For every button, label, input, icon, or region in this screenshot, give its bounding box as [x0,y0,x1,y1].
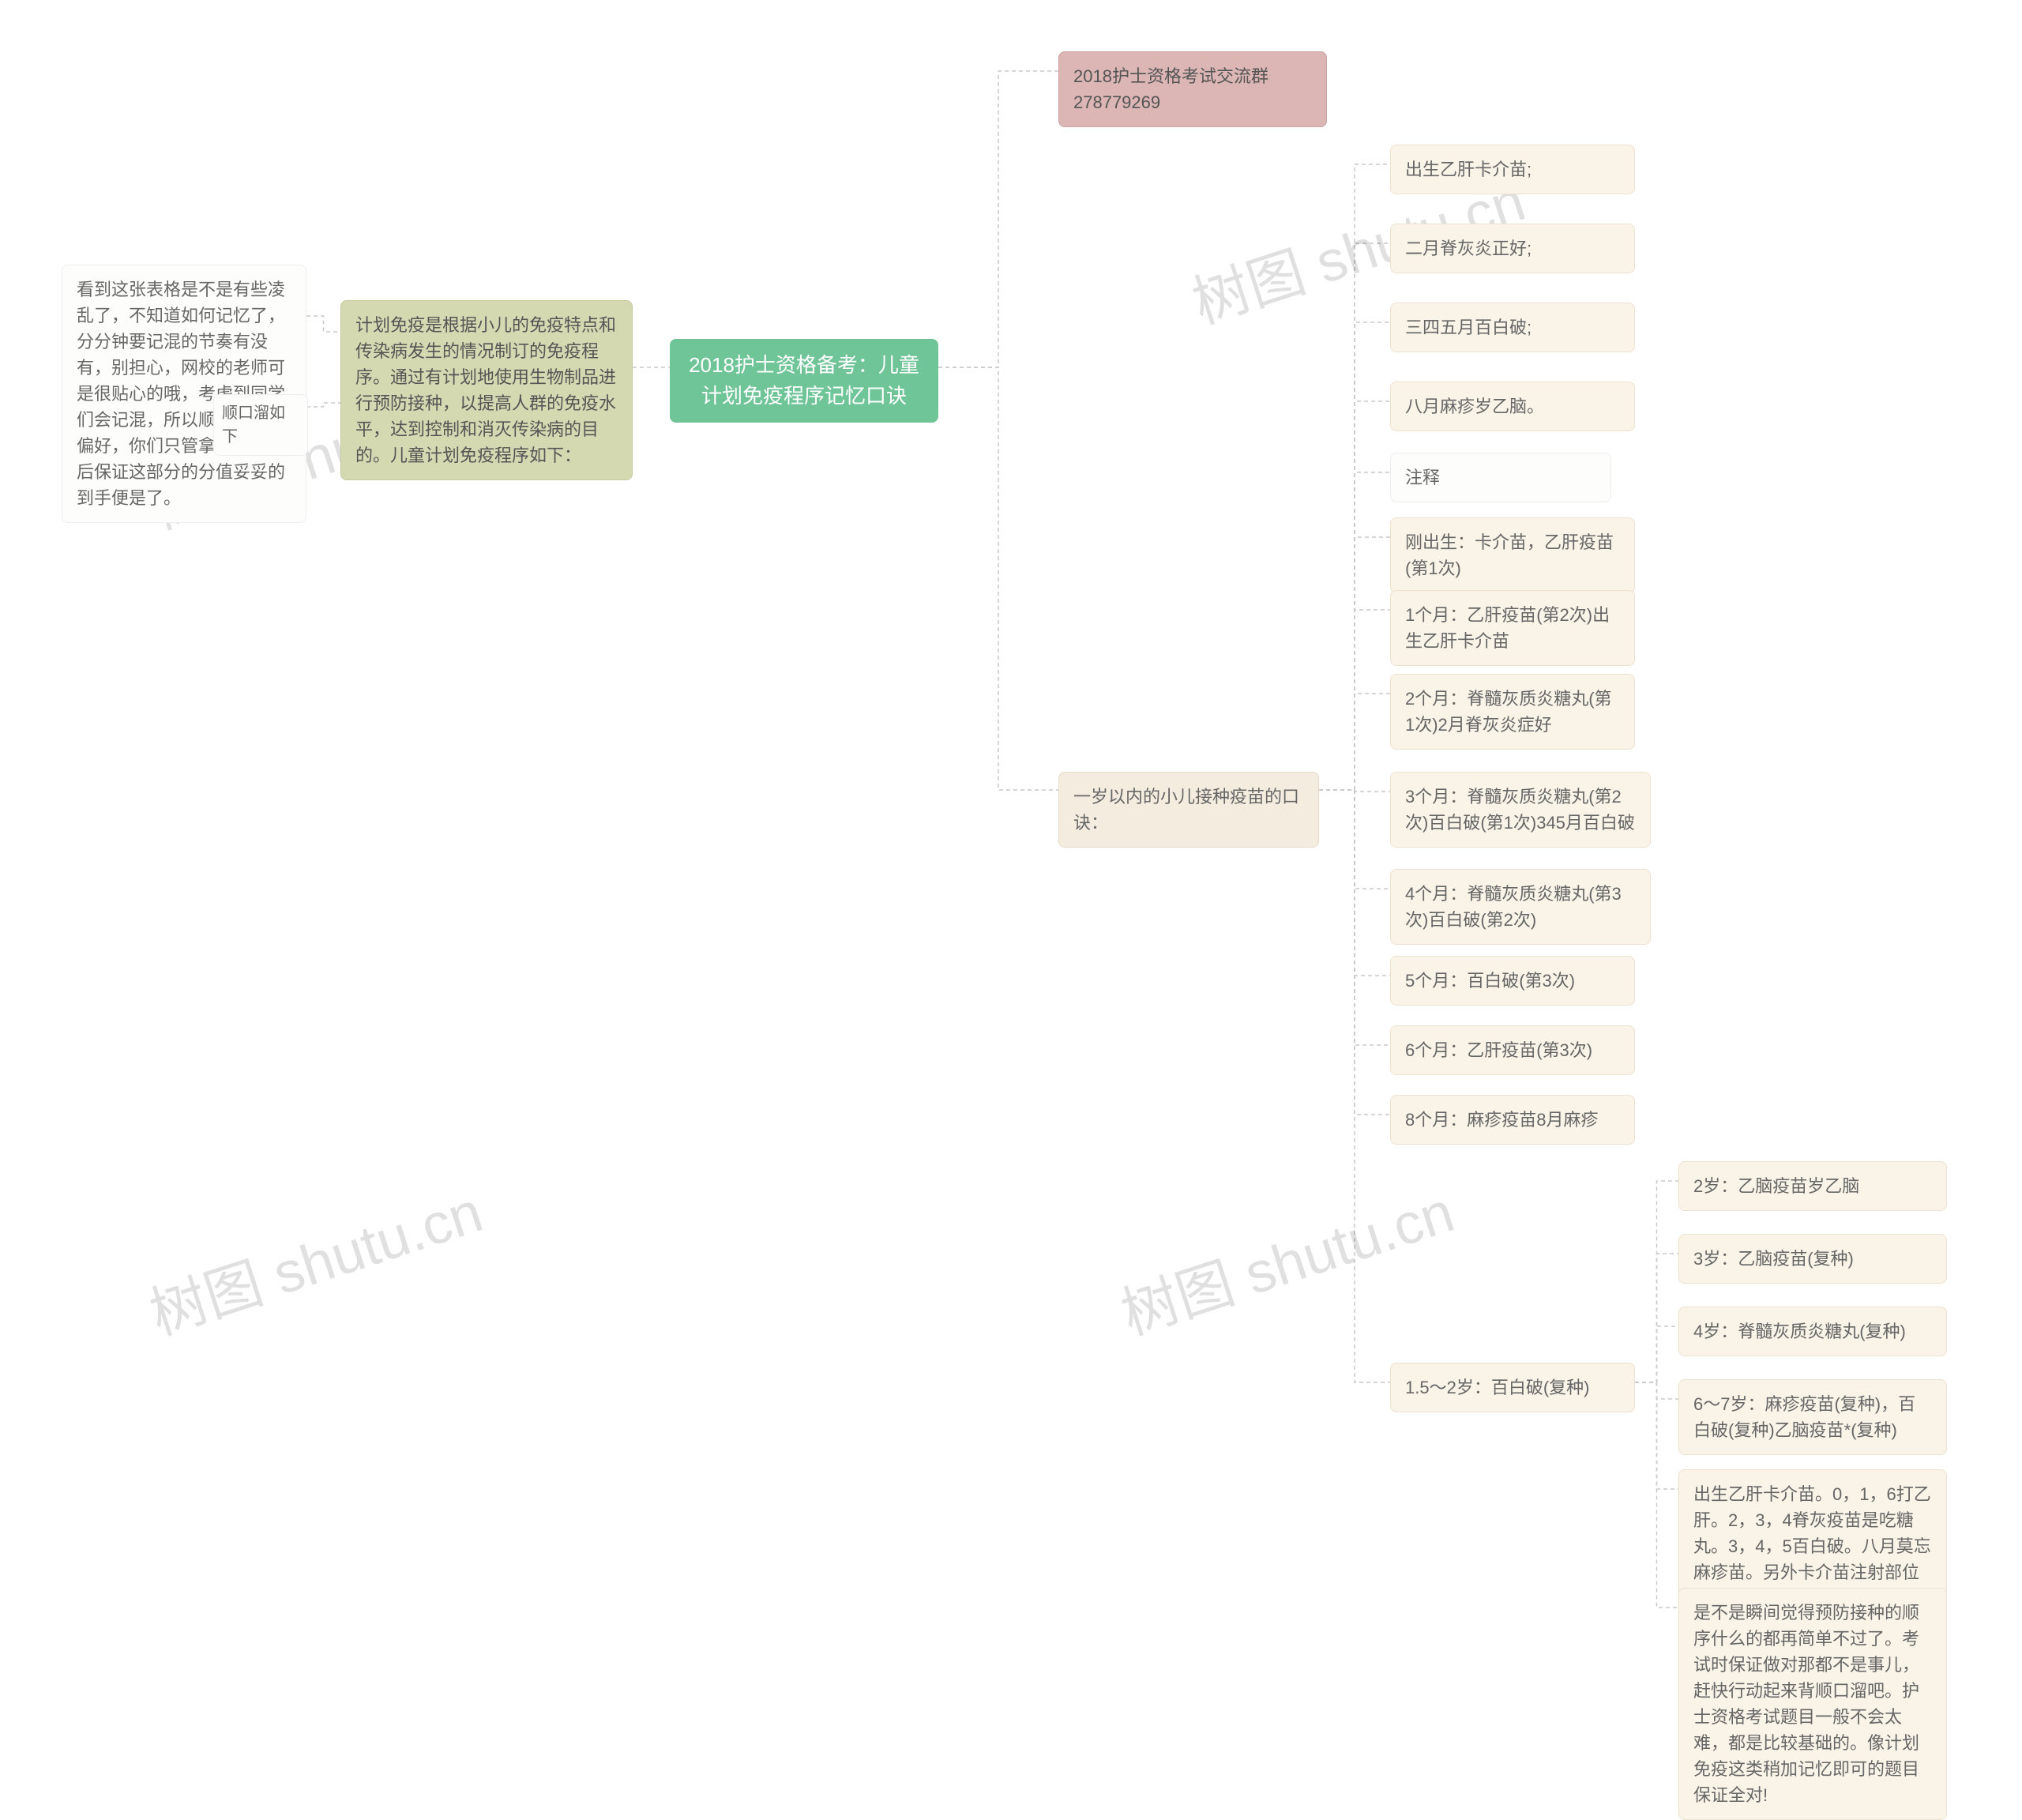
right-mid-node: 一岁以内的小儿接种疫苗的口诀： [1058,772,1319,848]
left-intro-node: 计划免疫是根据小儿的免疫特点和传染病发生的情况制订的免疫程序。通过有计划地使用生… [340,300,633,480]
leaf-node: 1个月：乙肝疫苗(第2次)出生乙肝卡介苗 [1390,590,1635,666]
leaf-node: 6个月：乙肝疫苗(第3次) [1390,1025,1635,1075]
sub-leaf-node: 是不是瞬间觉得预防接种的顺序什么的都再简单不过了。考试时保证做对那都不是事儿，赶… [1678,1588,1947,1820]
leaf-node: 2个月：脊髓灰质炎糖丸(第1次)2月脊灰炎症好 [1390,674,1635,750]
leaf-node: 4个月：脊髓灰质炎糖丸(第3次)百白破(第2次) [1390,869,1651,945]
sub-leaf-node: 6～7岁：麻疹疫苗(复种)，百白破(复种)乙脑疫苗*(复种) [1678,1379,1947,1455]
right-top-node: 2018护士资格考试交流群278779269 [1058,51,1327,127]
sub-leaf-node: 4岁：脊髓灰质炎糖丸(复种) [1678,1307,1947,1356]
leaf-node: 8个月：麻疹疫苗8月麻疹 [1390,1095,1635,1145]
leaf-node: 出生乙肝卡介苗; [1390,145,1635,194]
sub-leaf-node: 3岁：乙脑疫苗(复种) [1678,1234,1947,1284]
leaf-node: 注释 [1390,453,1611,502]
leaf-node: 1.5～2岁：百白破(复种) [1390,1363,1635,1412]
leaf-node: 八月麻疹岁乙脑。 [1390,382,1635,431]
leaf-node: 二月脊灰炎正好; [1390,224,1635,273]
leaf-node: 3个月：脊髓灰质炎糖丸(第2次)百白破(第1次)345月百白破 [1390,772,1651,848]
watermark: 树图 shutu.cn [137,1165,490,1351]
leaf-node: 三四五月百白破; [1390,303,1635,352]
leaf-node: 5个月：百白破(第3次) [1390,956,1635,1006]
leaf-node: 刚出生：卡介苗，乙肝疫苗(第1次) [1390,517,1635,593]
watermark: 树图 shutu.cn [1109,1165,1462,1351]
center-node: 2018护士资格备考：儿童计划免疫程序记忆口诀 [670,339,938,423]
left-note-sub-node: 顺口溜如下 [213,394,308,456]
sub-leaf-node: 2岁：乙脑疫苗岁乙脑 [1678,1161,1947,1211]
